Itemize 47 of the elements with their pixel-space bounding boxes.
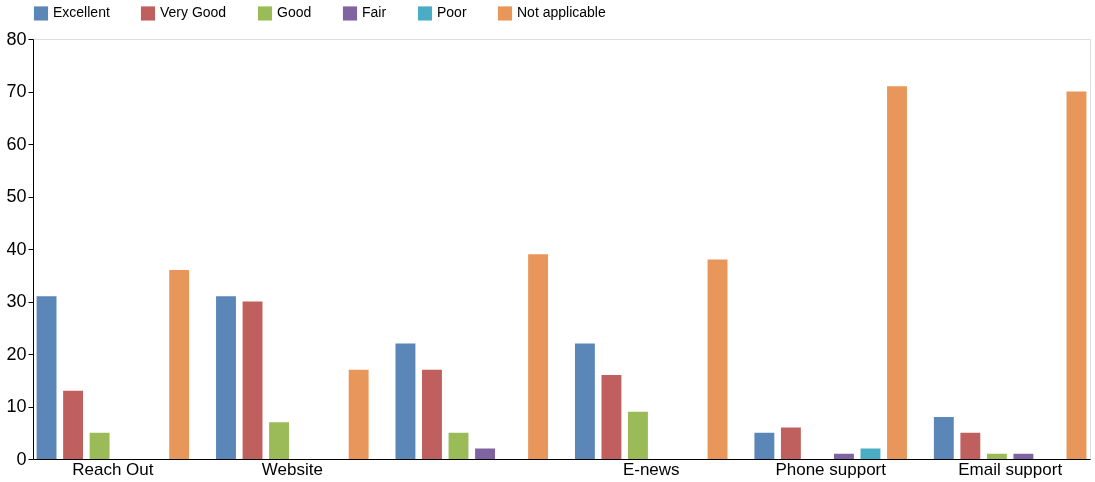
bar	[834, 453, 854, 459]
bar	[780, 427, 801, 459]
y-tick-label: 80	[6, 28, 27, 49]
bar	[1066, 91, 1087, 459]
legend-label: Poor	[437, 4, 467, 21]
bar	[887, 86, 907, 459]
bar	[89, 432, 110, 459]
x-tick-label: Phone support	[775, 459, 887, 479]
bar	[601, 375, 622, 459]
bar	[216, 296, 236, 459]
bar	[422, 369, 442, 459]
x-tick-label: Website	[261, 459, 323, 479]
bar	[269, 422, 289, 459]
y-tick-label: 10	[6, 396, 27, 416]
x-tick-label: E-news	[622, 459, 680, 479]
bar	[1013, 453, 1034, 459]
bar	[36, 296, 57, 459]
bar	[574, 343, 595, 459]
bar	[348, 369, 369, 459]
y-tick-label: 0	[16, 448, 27, 469]
legend-label: Very Good	[160, 4, 227, 21]
bar	[986, 453, 1007, 459]
bar	[707, 259, 728, 459]
bar	[475, 448, 495, 459]
bar	[960, 432, 981, 459]
y-tick-label: 20	[6, 343, 27, 364]
legend-label: Not applicable	[517, 4, 606, 21]
bar	[63, 390, 84, 459]
bar	[448, 432, 469, 459]
x-tick-label: Email support	[958, 459, 1063, 479]
bar	[933, 417, 954, 459]
bar	[528, 254, 549, 459]
y-tick-label: 50	[6, 186, 27, 206]
bar	[754, 432, 775, 459]
bar	[169, 270, 190, 459]
bar	[242, 301, 263, 459]
y-tick-label: 70	[6, 81, 27, 101]
bar	[395, 343, 416, 459]
bar	[860, 448, 881, 459]
legend-label: Good	[277, 4, 312, 21]
bar	[628, 411, 648, 459]
y-tick-label: 60	[6, 133, 27, 154]
y-tick-label: 40	[6, 238, 27, 259]
legend-label: Excellent	[53, 4, 110, 21]
legend-label: Fair	[362, 4, 387, 21]
x-tick-label: Reach Out	[72, 459, 154, 479]
y-tick-label: 30	[6, 291, 27, 311]
